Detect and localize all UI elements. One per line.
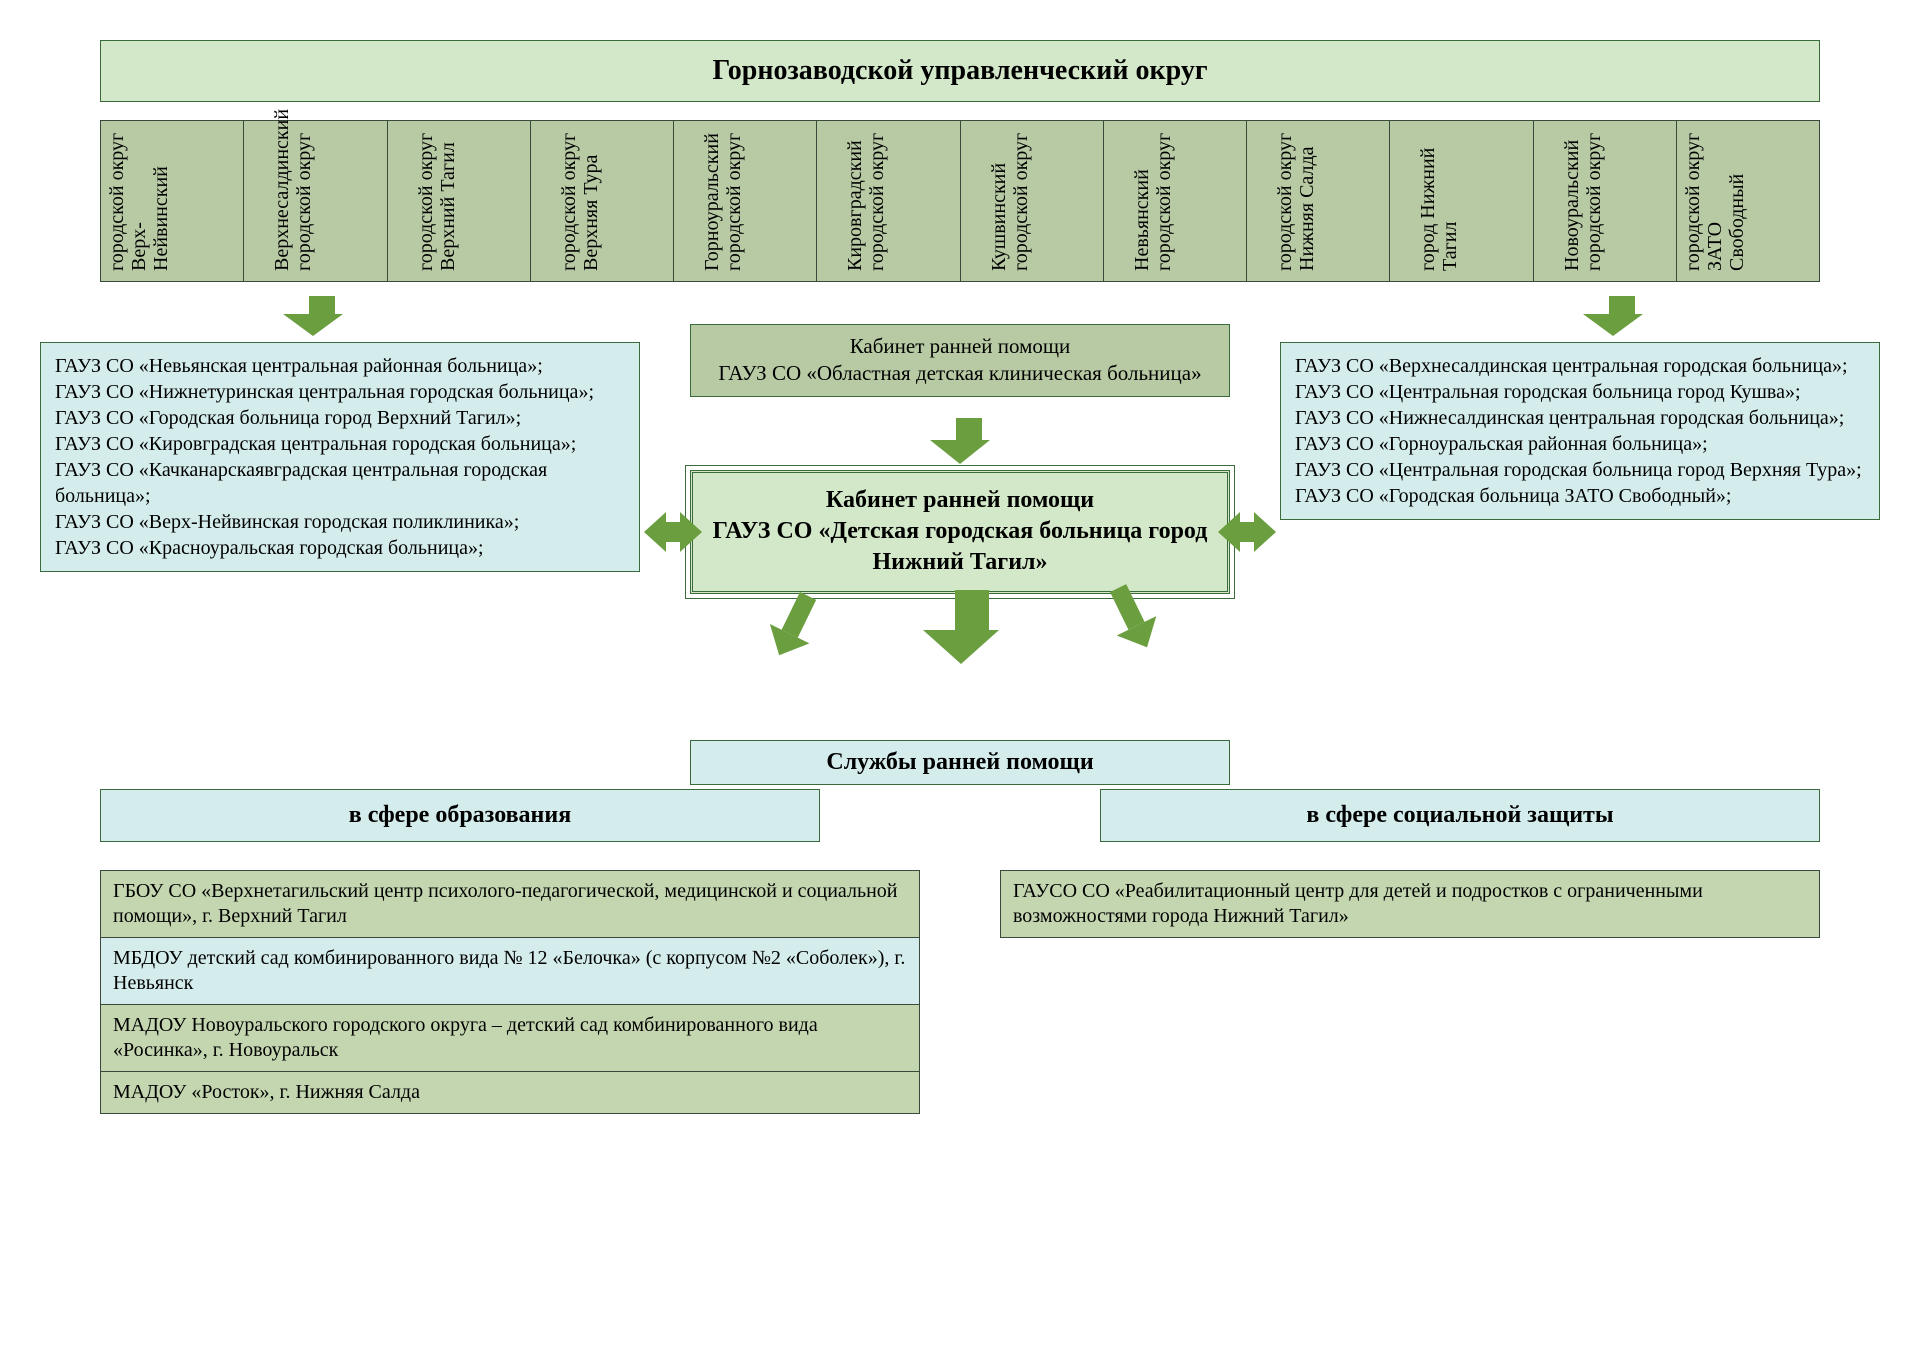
district-label: Кировградский городской округ — [844, 121, 888, 271]
district-cell: городской округ Верхний Тагил — [388, 121, 531, 281]
district-cell: город Нижний Тагил — [1390, 121, 1533, 281]
services-section: Службы ранней помощи в сфере образования… — [40, 740, 1880, 842]
district-label: Горноуральский городской округ — [701, 121, 745, 271]
district-label: Невьянский городской округ — [1131, 121, 1175, 271]
districts-row: городской округ Верх-Нейвинский Верхнесал… — [100, 120, 1820, 282]
arrow-diagonal-icon — [771, 592, 828, 665]
district-cell: Верхнесалдинский городской округ — [244, 121, 387, 281]
district-cell: Кировградский городской округ — [817, 121, 960, 281]
district-label: городской округ Верхняя Тура — [558, 121, 602, 271]
bottom-lists: ГБОУ СО «Верхнетагильский центр психолог… — [40, 870, 1880, 1114]
sphere-education-box: в сфере образования — [100, 789, 820, 842]
district-cell: Новоуральский городской округ — [1534, 121, 1677, 281]
services-title-box: Службы ранней помощи — [690, 740, 1230, 785]
title-box: Горнозаводской управленческий округ — [100, 40, 1820, 102]
district-label: Кушвинский городской округ — [988, 121, 1032, 271]
district-cell: городской округ Верх-Нейвинский — [101, 121, 244, 281]
social-list: ГАУСО СО «Реабилитационный центр для дет… — [1000, 870, 1820, 938]
district-label: Новоуральский городской округ — [1561, 121, 1605, 271]
district-label: городской округ Нижняя Салда — [1274, 121, 1318, 271]
district-label: город Нижний Тагил — [1417, 121, 1461, 271]
district-label: Верхнесалдинский городской округ — [271, 121, 315, 271]
arrow-bidirectional-icon — [644, 512, 702, 532]
sphere-social-box: в сфере социальной защиты — [1100, 789, 1820, 842]
left-hospitals-box: ГАУЗ СО «Невьянская центральная районная… — [40, 342, 640, 572]
arrow-down-icon — [944, 590, 999, 664]
arrow-down-icon — [947, 418, 990, 464]
middle-section: ГАУЗ СО «Невьянская центральная районная… — [40, 300, 1880, 660]
district-cell: Горноуральский городской округ — [674, 121, 817, 281]
district-cell: городской округ Верхняя Тура — [531, 121, 674, 281]
list-item: ГБОУ СО «Верхнетагильский центр психолог… — [101, 871, 919, 938]
diagram-container: Горнозаводской управленческий округ горо… — [40, 40, 1880, 1114]
center-top-box: Кабинет ранней помощиГАУЗ СО «Областная … — [690, 324, 1230, 397]
district-label: городской округ Верхний Тагил — [415, 121, 459, 271]
district-cell: Кушвинский городской округ — [961, 121, 1104, 281]
center-main-box: Кабинет ранней помощиГАУЗ СО «Детская го… — [690, 470, 1230, 594]
district-label: городской округ ЗАТО Свободный — [1682, 121, 1748, 271]
list-item: МАДОУ Новоуральского городского округа –… — [101, 1005, 919, 1072]
list-item: МБДОУ детский сад комбинированного вида … — [101, 938, 919, 1005]
district-cell: городской округ Нижняя Салда — [1247, 121, 1390, 281]
district-label: городской округ Верх-Нейвинский — [106, 121, 172, 271]
arrow-bidirectional-icon — [1218, 512, 1276, 532]
education-list: ГБОУ СО «Верхнетагильский центр психолог… — [100, 870, 920, 1114]
list-item: ГАУСО СО «Реабилитационный центр для дет… — [1001, 871, 1819, 937]
district-cell: Невьянский городской округ — [1104, 121, 1247, 281]
right-hospitals-box: ГАУЗ СО «Верхнесалдинская центральная го… — [1280, 342, 1880, 520]
list-item: МАДОУ «Росток», г. Нижняя Салда — [101, 1072, 919, 1113]
district-cell: городской округ ЗАТО Свободный — [1677, 121, 1819, 281]
